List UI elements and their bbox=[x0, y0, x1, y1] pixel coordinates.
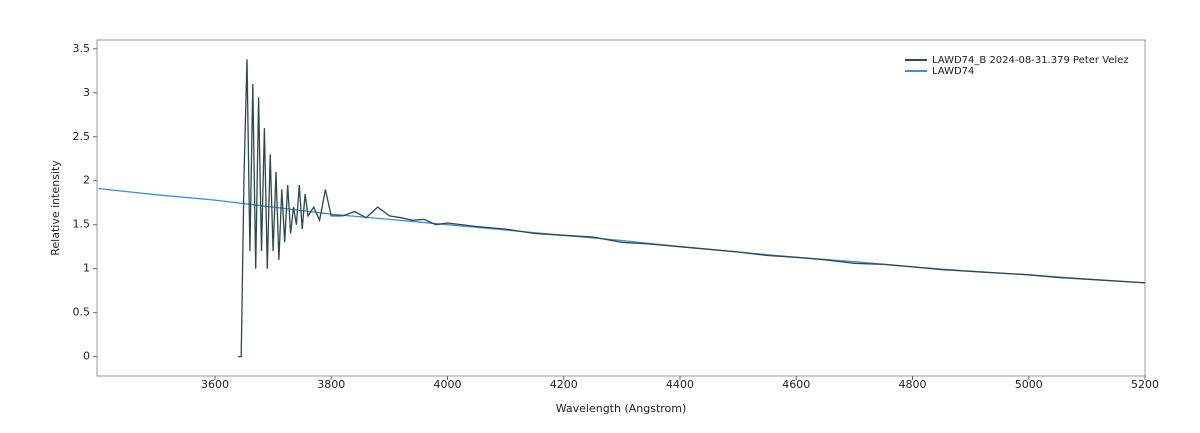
x-tick-label: 4800 bbox=[898, 378, 926, 391]
y-tick-label: 2 bbox=[83, 174, 90, 187]
y-tick-label: 1.5 bbox=[73, 218, 91, 231]
y-tick-label: 0.5 bbox=[73, 306, 91, 319]
x-tick-label: 4600 bbox=[782, 378, 810, 391]
y-tick-label: 1 bbox=[83, 262, 90, 275]
series-line bbox=[238, 59, 1146, 358]
y-axis-label: Relative intensity bbox=[49, 160, 62, 256]
x-tick-label: 5200 bbox=[1131, 378, 1159, 391]
x-tick-label: 3800 bbox=[317, 378, 345, 391]
y-tick-label: 2.5 bbox=[73, 130, 91, 143]
y-tick-label: 3 bbox=[83, 86, 90, 99]
x-tick-label: 4400 bbox=[666, 378, 694, 391]
legend-label: LAWD74 bbox=[932, 66, 974, 77]
x-tick-label: 3600 bbox=[201, 378, 229, 391]
y-tick-label: 3.5 bbox=[73, 42, 91, 55]
legend-label: LAWD74_B 2024-08-31.379 Peter Velez bbox=[932, 55, 1129, 66]
x-axis-label: Wavelength (Angstrom) bbox=[556, 402, 687, 415]
x-tick-label: 4200 bbox=[550, 378, 578, 391]
x-tick-label: 4000 bbox=[433, 378, 461, 391]
y-tick-label: 0 bbox=[83, 350, 90, 363]
x-tick-label: 5000 bbox=[1015, 378, 1043, 391]
